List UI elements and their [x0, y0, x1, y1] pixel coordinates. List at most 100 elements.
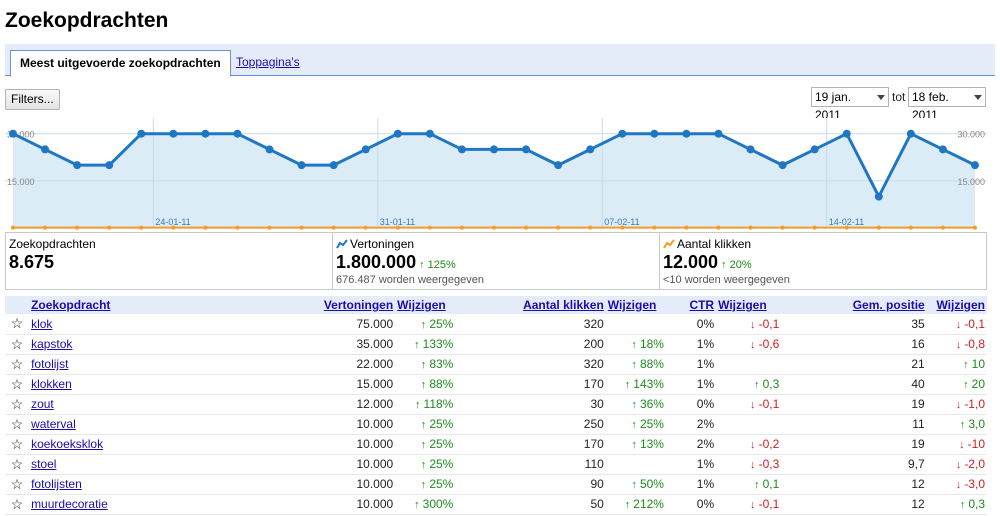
query-link[interactable]: fotolijsten — [31, 477, 82, 491]
series-point — [524, 225, 529, 230]
pos_change-value: 0,3 — [968, 497, 985, 511]
series-point — [810, 145, 819, 154]
summary-clicks[interactable]: Aantal klikken 12.000 ↑ 20% <10 worden we… — [660, 233, 986, 289]
series-point — [425, 129, 434, 138]
series-point — [780, 225, 785, 230]
imp_change-value: 25% — [429, 417, 454, 431]
pos_change-cell: ↓ -0,1 — [926, 314, 987, 335]
query-cell: zout — [29, 394, 170, 415]
star-icon[interactable]: ☆ — [5, 354, 30, 375]
clicks-cell: 50 — [455, 494, 606, 515]
series-point — [11, 225, 15, 230]
query-link[interactable]: waterval — [31, 417, 76, 431]
query-cell: stoel — [29, 454, 170, 475]
query-link[interactable]: zout — [31, 397, 54, 411]
tab-top-queries[interactable]: Meest uitgevoerde zoekopdrachten — [10, 50, 231, 77]
arrow-up-icon: ↑ — [721, 259, 727, 271]
star-icon[interactable]: ☆ — [5, 454, 30, 475]
clk_change-cell — [605, 454, 666, 475]
star-icon[interactable]: ☆ — [5, 334, 30, 355]
summary-clicks-sub: <10 worden weergegeven — [663, 274, 790, 286]
clk_change-cell: ↑ 18% — [605, 334, 666, 355]
ctr-cell: 0% — [665, 394, 717, 415]
x-tick-label: 24-01-11 — [155, 217, 190, 227]
summary-queries: Zoekopdrachten 8.675 — [6, 233, 333, 289]
series-point — [746, 145, 755, 154]
table-row: ☆ fotolijst 22.000 ↑ 83% 320 ↑ 88% 1% 21 ↑ 10 — [5, 354, 987, 375]
query-link[interactable]: fotolijst — [31, 357, 69, 371]
summary-impressions[interactable]: Vertoningen 1.800.000 ↑ 125% 676.487 word… — [333, 233, 660, 289]
imp_change-value: 133% — [422, 337, 454, 351]
clk_change-value: 25% — [639, 417, 664, 431]
star-icon[interactable]: ☆ — [5, 474, 30, 495]
header-clicks-change[interactable]: Wijzigen — [605, 296, 666, 314]
star-icon[interactable]: ☆ — [5, 414, 30, 435]
header-ctr[interactable]: CTR — [665, 296, 717, 314]
imp_change-value: 300% — [422, 497, 454, 511]
arrow-down-icon: ↓ — [955, 318, 965, 331]
ctr-cell: 1% — [665, 374, 717, 395]
star-icon[interactable]: ☆ — [5, 314, 30, 335]
summary-clicks-change: 20% — [729, 259, 752, 271]
series-point — [75, 225, 80, 230]
pos_change-cell: ↑ 0,3 — [926, 494, 987, 515]
query-cell: klokken — [29, 374, 170, 395]
header-impressions[interactable]: Vertoningen — [169, 296, 396, 314]
arrow-up-icon: ↑ — [420, 318, 430, 331]
header-clicks[interactable]: Aantal klikken — [455, 296, 606, 314]
arrow-up-icon: ↑ — [624, 379, 634, 391]
ctr-cell: 1% — [665, 454, 717, 475]
pos_change-cell: ↑ 10 — [926, 354, 987, 375]
series-point — [940, 225, 945, 230]
clicks-cell: 200 — [455, 334, 606, 355]
ctr_change-cell: ↑ 0,1 — [716, 474, 782, 495]
imp_change-cell: ↑ 25% — [395, 314, 456, 335]
ctr_change-value: -0,3 — [758, 457, 780, 471]
ctr_change-cell: ↓ -0,1 — [716, 494, 782, 515]
x-tick-label: 14-02-11 — [829, 217, 864, 227]
query-cell: klok — [29, 314, 170, 335]
query-link[interactable]: klok — [31, 316, 53, 331]
position-cell: 12 — [781, 474, 927, 495]
pos_change-cell: ↓ -2,0 — [926, 454, 987, 475]
header-impressions-change[interactable]: Wijzigen — [395, 296, 456, 314]
star-icon[interactable]: ☆ — [5, 394, 30, 415]
tab-top-pages[interactable]: Toppagina's — [236, 55, 300, 69]
query-link[interactable]: koekoeksklok — [31, 437, 104, 451]
table-row: ☆ fotolijsten 10.000 ↑ 25% 90 ↑ 50% 1% ↑ 0,1 12 ↓… — [5, 474, 987, 495]
query-cell: waterval — [29, 414, 170, 435]
star-icon[interactable]: ☆ — [5, 494, 30, 515]
arrow-up-icon: ↑ — [414, 339, 423, 351]
filters-button[interactable]: Filters... — [5, 89, 60, 110]
arrow-down-icon: ↓ — [955, 459, 965, 471]
pos_change-value: 3,0 — [968, 417, 985, 431]
header-position-change[interactable]: Wijzigen — [926, 296, 987, 314]
query-link[interactable]: muurdecoratie — [31, 497, 108, 511]
query-link[interactable]: stoel — [31, 457, 57, 471]
clk_change-value: 13% — [639, 437, 664, 451]
header-position[interactable]: Gem. positie — [781, 296, 927, 314]
series-point — [908, 225, 913, 230]
clk_change-value: 36% — [639, 397, 664, 411]
ctr_change-value: 0,3 — [762, 377, 780, 391]
clicks-cell: 320 — [455, 314, 606, 335]
query-link[interactable]: kapstok — [31, 337, 73, 351]
pos_change-value: -1,0 — [964, 397, 985, 411]
series-point — [684, 225, 689, 230]
orange-sparkline-icon — [663, 239, 675, 249]
series-point — [588, 225, 593, 230]
trend-chart: 30.000 30.000 15.000 15.000 24-01-11 31-01-11… — [5, 118, 987, 232]
date-to-select[interactable]: 18 feb. 2011 — [908, 87, 986, 122]
star-icon[interactable]: ☆ — [5, 374, 30, 395]
arrow-up-icon: ↑ — [420, 419, 430, 431]
query-link[interactable]: klokken — [31, 377, 72, 391]
header-query[interactable]: Zoekopdracht — [29, 296, 170, 314]
star-icon[interactable]: ☆ — [5, 434, 30, 455]
header-ctr-change[interactable]: Wijzigen — [716, 296, 782, 314]
ctr_change-cell: ↓ -0,2 — [716, 434, 782, 455]
date-from-select[interactable]: 19 jan. 2011 — [811, 87, 889, 122]
impressions-cell: 35.000 — [169, 334, 396, 355]
imp_change-value: 25% — [429, 477, 454, 491]
y-tick-label-left: 15.000 — [7, 177, 35, 187]
table-row: ☆ waterval 10.000 ↑ 25% 250 ↑ 25% 2% 11 ↑ 3,0 — [5, 414, 987, 435]
